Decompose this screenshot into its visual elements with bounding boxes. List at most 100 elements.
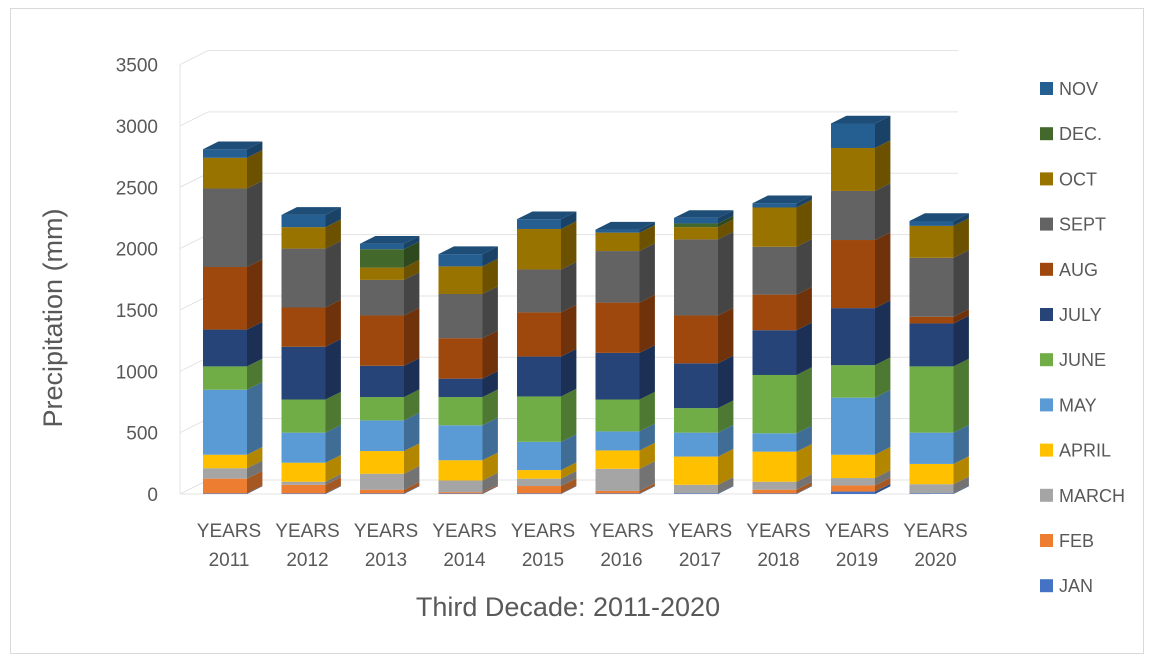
x-tick-line: 2014 — [443, 550, 486, 571]
y-tick-label: 2000 — [116, 240, 158, 261]
bar-segment-june — [517, 396, 561, 442]
bar-side-july — [561, 348, 577, 397]
bar-segment-oct — [831, 147, 875, 191]
bar-segment-april — [909, 463, 954, 485]
x-tick-line: YEARS — [825, 521, 889, 542]
y-axis-label: Precipitation (mm) — [38, 208, 68, 427]
legend-swatch — [1040, 579, 1053, 593]
bar-stack — [517, 211, 577, 494]
bar-side-april — [718, 448, 734, 485]
bar-side-feb — [561, 478, 577, 494]
bar-segment-april — [517, 470, 561, 479]
bar-side-april — [482, 452, 498, 481]
bar-segment-sept — [360, 279, 404, 316]
bar-side-oct — [875, 140, 891, 191]
bar-side-feb — [639, 483, 655, 494]
x-tick-label: YEARS 2013 — [354, 521, 418, 571]
bar-side-nov — [796, 195, 812, 208]
bar-stack — [360, 235, 420, 494]
bar-segment-jan — [595, 493, 640, 494]
bar-side-jan — [482, 485, 498, 494]
bar-side-nov — [482, 246, 498, 267]
bar-side-sept — [875, 183, 891, 241]
bar-side-oct — [247, 150, 263, 189]
x-tick-line: 2018 — [757, 550, 799, 571]
bar-side-aug — [247, 259, 263, 330]
bar-side-sept — [639, 243, 655, 303]
bar-top-nov — [831, 115, 891, 124]
bar-segment-oct — [360, 267, 404, 280]
bar-segment-may — [831, 397, 875, 455]
bar-segment-feb — [281, 484, 326, 494]
bar-segment-nov — [281, 214, 326, 228]
bar-segment-may — [752, 433, 797, 452]
bar-segment-april — [281, 462, 326, 482]
bar-side-aug — [325, 299, 341, 347]
bar-side-aug — [482, 330, 498, 379]
bar-segment-april — [360, 451, 404, 474]
bar-side-april — [404, 443, 420, 474]
bar-side-aug — [953, 308, 969, 324]
bar-side-may — [247, 382, 263, 455]
bar-segment-sept — [674, 239, 718, 316]
bar-segment-aug — [909, 316, 954, 324]
bar-segment-july — [360, 365, 404, 398]
legend-swatch — [1040, 534, 1053, 547]
bar-side-oct — [404, 259, 420, 280]
bar-side-oct — [639, 224, 655, 252]
bar-segment-jan — [909, 493, 954, 494]
bar-side-march — [718, 477, 734, 494]
bars — [203, 115, 969, 494]
bar-segment-may — [203, 389, 247, 455]
y-tick-label: 1500 — [116, 301, 158, 322]
bar-segment-jan — [674, 493, 718, 494]
bar-side-april — [639, 442, 655, 469]
bar-segment-aug — [831, 240, 875, 309]
bar-side-oct — [561, 221, 577, 270]
bar-segment-july — [438, 378, 483, 398]
bar-side-july — [325, 339, 341, 400]
bar-top-nov — [203, 141, 263, 150]
bar-side-nov — [404, 235, 420, 250]
bar-segment-may — [360, 420, 404, 452]
bar-top-nov — [909, 213, 969, 221]
bar-side-nov — [718, 210, 734, 224]
bar-side-oct — [953, 218, 969, 258]
bar-side-nov — [639, 221, 655, 233]
bar-segment-oct — [909, 225, 954, 258]
bar-segment-oct — [438, 266, 483, 294]
bar-side-march — [482, 472, 498, 493]
bar-segment-sept — [517, 269, 561, 313]
bar-segment-jan — [752, 493, 797, 494]
bar-segment-july — [281, 346, 326, 400]
bar-side-march — [875, 470, 891, 486]
bar-segment-oct — [595, 232, 640, 252]
bar-segment-june — [438, 397, 483, 426]
x-tick-line: 2017 — [679, 550, 721, 571]
x-tick-line: 2016 — [600, 550, 642, 571]
bar-segment-may — [438, 425, 483, 461]
bar-side-april — [796, 443, 812, 482]
bar-side-aug — [639, 294, 655, 353]
legend-swatch — [1040, 488, 1053, 502]
bar-side-aug — [561, 304, 577, 357]
bar-side-april — [325, 455, 341, 482]
y-axis-ticks: 0 500 1000 1500 2000 2500 3000 3500 — [116, 56, 158, 506]
bar-segment-june — [595, 399, 640, 432]
bar-side-aug — [796, 286, 812, 331]
bar-top-nov — [674, 210, 734, 218]
bar-side-july — [247, 321, 263, 367]
bar-segment-sept — [438, 293, 483, 339]
bar-segment-feb — [831, 485, 875, 492]
bar-segment-oct — [517, 228, 561, 270]
x-tick-label: YEARS 2015 — [511, 521, 575, 571]
bar-side-sept — [718, 231, 734, 316]
bar-segment-march — [831, 478, 875, 486]
x-tick-label: YEARS 2016 — [589, 521, 653, 571]
legend-label: SEPT — [1059, 215, 1106, 235]
bar-segment-june — [831, 365, 875, 398]
bar-segment-april — [752, 451, 797, 482]
bar-segment-july — [595, 352, 640, 400]
bar-side-june — [404, 389, 420, 421]
legend-swatch — [1040, 443, 1053, 457]
